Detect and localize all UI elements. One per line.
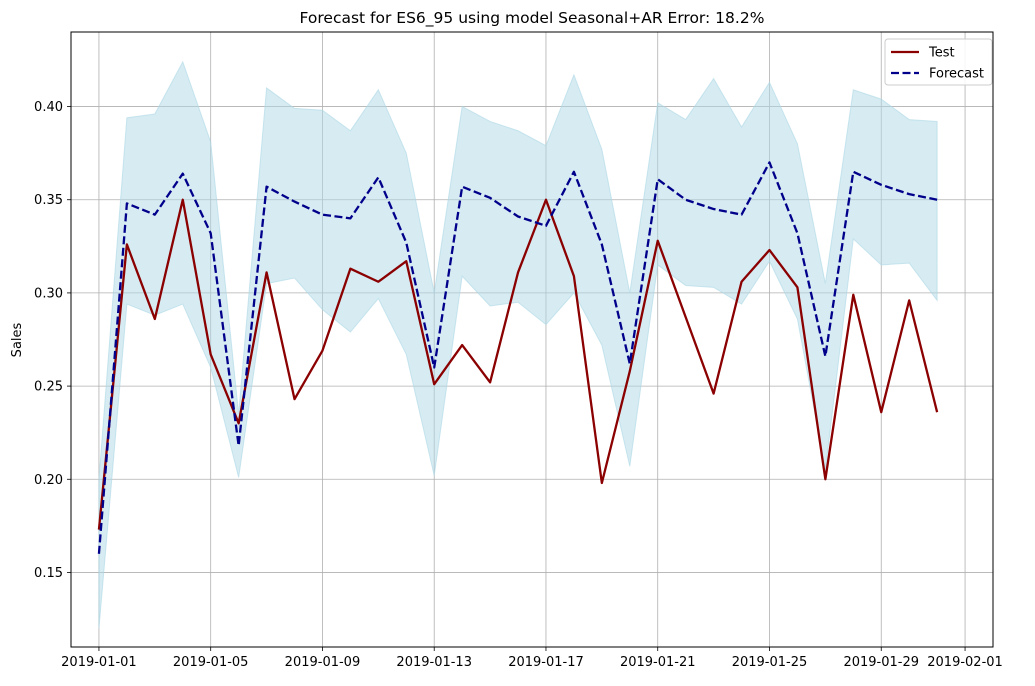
x-tick-label: 2019-01-17: [508, 655, 584, 670]
x-tick-label: 2019-01-25: [732, 655, 808, 670]
series-line-forecast: [97, 161, 938, 554]
x-tick-label: 2019-01-21: [620, 655, 696, 670]
x-tick-label: 2019-01-01: [61, 655, 137, 670]
legend-label-forecast: Forecast: [929, 67, 984, 82]
y-axis-label: Sales: [10, 322, 25, 357]
confidence-band: [98, 60, 938, 629]
y-tick-label: 0.20: [34, 473, 63, 488]
x-tick-label: 2019-02-01: [927, 655, 1003, 670]
x-tick-label: 2019-01-05: [173, 655, 249, 670]
plot-frame: [70, 31, 994, 648]
legend: Test Forecast: [884, 38, 993, 86]
series-layer: [97, 161, 939, 554]
x-tick-label: 2019-01-29: [843, 655, 919, 670]
x-tick-label: 2019-01-13: [396, 655, 472, 670]
y-tick-label: 0.40: [34, 100, 63, 115]
legend-box: [884, 38, 993, 86]
y-axis-ticks: 0.15 0.20 0.25 0.30 0.35 0.40: [34, 100, 71, 581]
series-line-test: [97, 198, 939, 530]
y-tick-label: 0.25: [34, 380, 63, 395]
legend-label-test: Test: [928, 46, 955, 61]
y-tick-label: 0.15: [34, 566, 63, 581]
confidence-band-layer: [98, 60, 938, 629]
chart-title: Forecast for ES6_95 using model Seasonal…: [300, 9, 765, 28]
x-axis-ticks: 2019-01-01 2019-01-05 2019-01-09 2019-01-13…: [61, 647, 1003, 670]
y-tick-label: 0.35: [34, 193, 63, 208]
y-tick-label: 0.30: [34, 286, 63, 301]
x-tick-label: 2019-01-09: [285, 655, 361, 670]
